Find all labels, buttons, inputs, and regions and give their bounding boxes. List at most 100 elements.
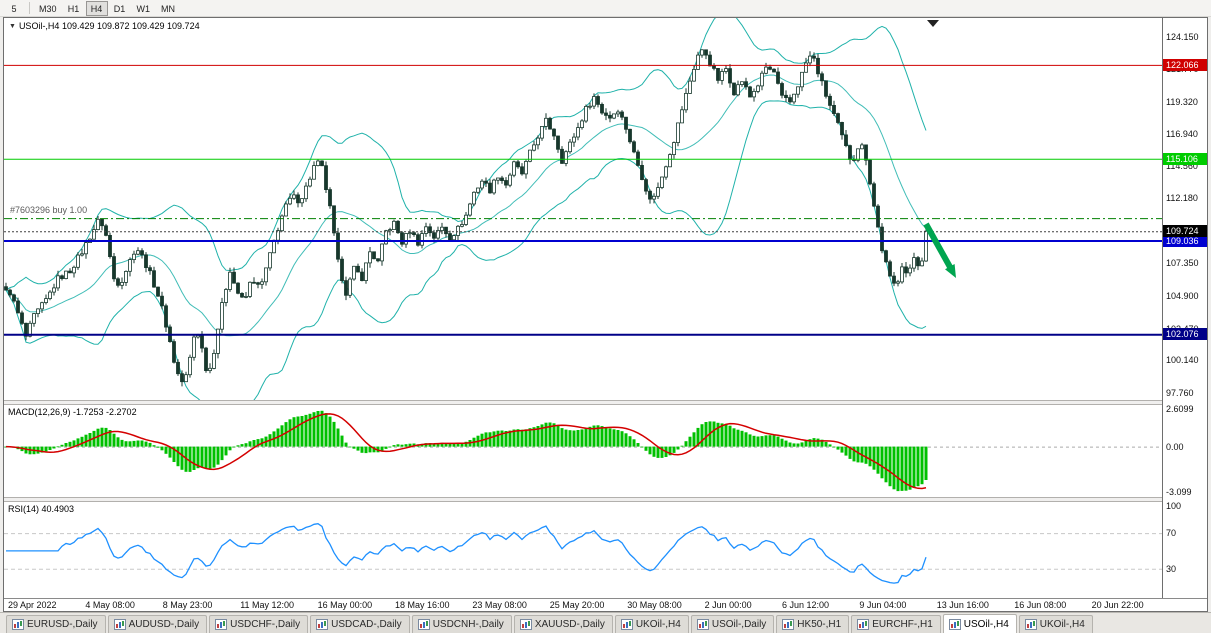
tab-label: USDCAD-,Daily xyxy=(331,619,402,630)
chart-icon xyxy=(696,619,709,630)
timeframe-button-m30[interactable]: M30 xyxy=(39,3,57,14)
rsi-line xyxy=(6,523,927,584)
timeframe-button-d1[interactable]: D1 xyxy=(113,3,126,14)
time-label: 25 May 20:00 xyxy=(549,600,605,610)
tab-label: UKOil-,H4 xyxy=(635,619,681,630)
symbol-dropdown-icon[interactable]: ▼ xyxy=(9,23,16,30)
time-label: 16 Jun 08:00 xyxy=(1014,600,1067,610)
rsi-tick: 100 xyxy=(1166,501,1182,512)
price-badge: 122.066 xyxy=(1163,58,1207,71)
macd-signal-line xyxy=(5,413,927,490)
tab-label: USDCHF-,Daily xyxy=(230,619,301,630)
price-chart[interactable] xyxy=(4,18,1162,400)
tab-xauusd-daily[interactable]: XAUUSD-,Daily xyxy=(513,615,613,633)
chart-title: ▼ USOil-,H4 109.429 109.872 109.429 109.7… xyxy=(9,21,200,31)
chart-window[interactable]: ▼ USOil-,H4 109.429 109.872 109.429 109.7… xyxy=(3,17,1208,612)
price-tick: 124.150 xyxy=(1166,31,1199,42)
rsi-panel[interactable] xyxy=(4,502,1162,598)
tab-eurusd-daily[interactable]: EURUSD-,Daily xyxy=(6,615,106,633)
time-label: 16 May 00:00 xyxy=(317,600,373,610)
timeframe-button-w1[interactable]: W1 xyxy=(136,3,151,14)
timeframe-button-h1[interactable]: H1 xyxy=(67,3,80,14)
time-label: 29 Apr 2022 xyxy=(8,600,57,610)
price-tick: 100.140 xyxy=(1166,355,1199,366)
time-label: 9 Jun 04:00 xyxy=(859,600,907,610)
candles xyxy=(4,49,928,387)
time-label: 2 Jun 00:00 xyxy=(704,600,752,610)
tab-usdchf-daily[interactable]: USDCHF-,Daily xyxy=(209,615,309,633)
price-tick: 104.900 xyxy=(1166,291,1199,302)
time-label: 8 May 23:00 xyxy=(162,600,213,610)
chart-tabs-bar: EURUSD-,Daily AUDUSD-,Daily USDCHF-,Daily U… xyxy=(0,612,1211,633)
price-badge: 109.036 xyxy=(1163,234,1207,247)
chart-icon xyxy=(1024,619,1037,630)
tab-audusd-daily[interactable]: AUDUSD-,Daily xyxy=(107,615,208,633)
time-label: 4 May 08:00 xyxy=(85,600,135,610)
price-tick: 112.180 xyxy=(1166,193,1198,204)
tab-label: USDCNH-,Daily xyxy=(432,619,504,630)
chart-icon xyxy=(215,619,228,630)
tab-label: XAUUSD-,Daily xyxy=(534,619,605,630)
price-tick: 107.350 xyxy=(1166,258,1199,269)
bollinger-bands xyxy=(5,18,927,400)
timeframe-button-h4[interactable]: H4 xyxy=(85,0,108,16)
tab-hk50-h1[interactable]: HK50-,H1 xyxy=(776,615,850,633)
tab-label: EURUSD-,Daily xyxy=(27,619,98,630)
panel-divider[interactable] xyxy=(4,497,1207,502)
macd-tick: 0.00 xyxy=(1166,441,1184,452)
macd-label: MACD(12,26,9) -1.7253 -2.2702 xyxy=(8,407,137,417)
rsi-tick: 30 xyxy=(1166,563,1177,574)
timeframe-button-5[interactable]: 5 xyxy=(11,3,17,14)
chart-title-text: USOil-,H4 109.429 109.872 109.429 109.72… xyxy=(18,21,200,31)
timeframe-toolbar: 5 M30 H1 H4 D1 W1 MN xyxy=(0,0,1211,17)
tab-usdcad-daily[interactable]: USDCAD-,Daily xyxy=(310,615,410,633)
toolbar-separator xyxy=(29,2,30,14)
timeframe-button-mn[interactable]: MN xyxy=(161,3,176,14)
chart-icon xyxy=(113,619,126,630)
tab-label: USOil-,H4 xyxy=(963,618,1009,630)
price-axis[interactable]: 124.150121.770119.320116.940114.560112.1… xyxy=(1162,18,1207,598)
tab-eurchf-h1[interactable]: EURCHF-,H1 xyxy=(851,615,941,633)
tab-ukoil-h4[interactable]: UKOil-,H4 xyxy=(614,615,689,633)
time-label: 13 Jun 16:00 xyxy=(936,600,989,610)
price-tick: 114.560 xyxy=(1166,161,1198,172)
order-label: #7603296 buy 1.00 xyxy=(10,205,88,216)
chart-icon xyxy=(316,619,329,630)
tab-usoil-h4[interactable]: USOil-,H4 xyxy=(942,614,1017,633)
price-tick: 97.760 xyxy=(1166,387,1194,398)
chart-icon xyxy=(417,619,430,630)
chart-icon xyxy=(620,619,633,630)
panel-divider[interactable] xyxy=(4,400,1207,405)
chart-icon xyxy=(519,619,532,630)
tab-label: UKOil-,H4 xyxy=(1039,619,1085,630)
tab-usoil-daily[interactable]: USOil-,Daily xyxy=(690,615,775,633)
chart-icon xyxy=(857,619,870,630)
chart-icon xyxy=(782,619,795,630)
time-label: 23 May 08:00 xyxy=(472,600,527,610)
time-label: 6 Jun 12:00 xyxy=(782,600,830,610)
macd-tick: 2.6099 xyxy=(1166,403,1194,414)
tab-label: USOil-,Daily xyxy=(711,619,767,630)
tab-usdcnh-daily[interactable]: USDCNH-,Daily xyxy=(411,615,512,633)
price-tick: 116.940 xyxy=(1166,129,1198,139)
current-price-badge: 109.724 xyxy=(1163,225,1207,238)
macd-panel[interactable] xyxy=(4,405,1162,497)
price-badge: 115.106 xyxy=(1163,152,1207,165)
tab-label: EURCHF-,H1 xyxy=(872,619,933,630)
chart-shift-marker[interactable] xyxy=(927,20,939,27)
time-axis[interactable]: 29 Apr 2022 4 May 08:00 8 May 23:00 11 May … xyxy=(4,598,1207,611)
time-label: 11 May 12:00 xyxy=(240,600,295,610)
time-label: 18 May 16:00 xyxy=(395,600,450,610)
time-label: 20 Jun 22:00 xyxy=(1091,600,1144,610)
tab-label: AUDUSD-,Daily xyxy=(128,619,200,630)
time-label: 30 May 08:00 xyxy=(627,600,682,610)
macd-histogram xyxy=(4,410,928,492)
rsi-tick: 70 xyxy=(1166,528,1177,539)
price-badge: 102.076 xyxy=(1163,328,1207,341)
tab-label: HK50-,H1 xyxy=(797,619,842,630)
price-tick: 119.320 xyxy=(1166,96,1198,107)
macd-tick: -3.099 xyxy=(1166,486,1192,497)
tab-ukoil-h4[interactable]: UKOil-,H4 xyxy=(1018,615,1093,633)
rsi-label: RSI(14) 40.4903 xyxy=(8,504,75,514)
